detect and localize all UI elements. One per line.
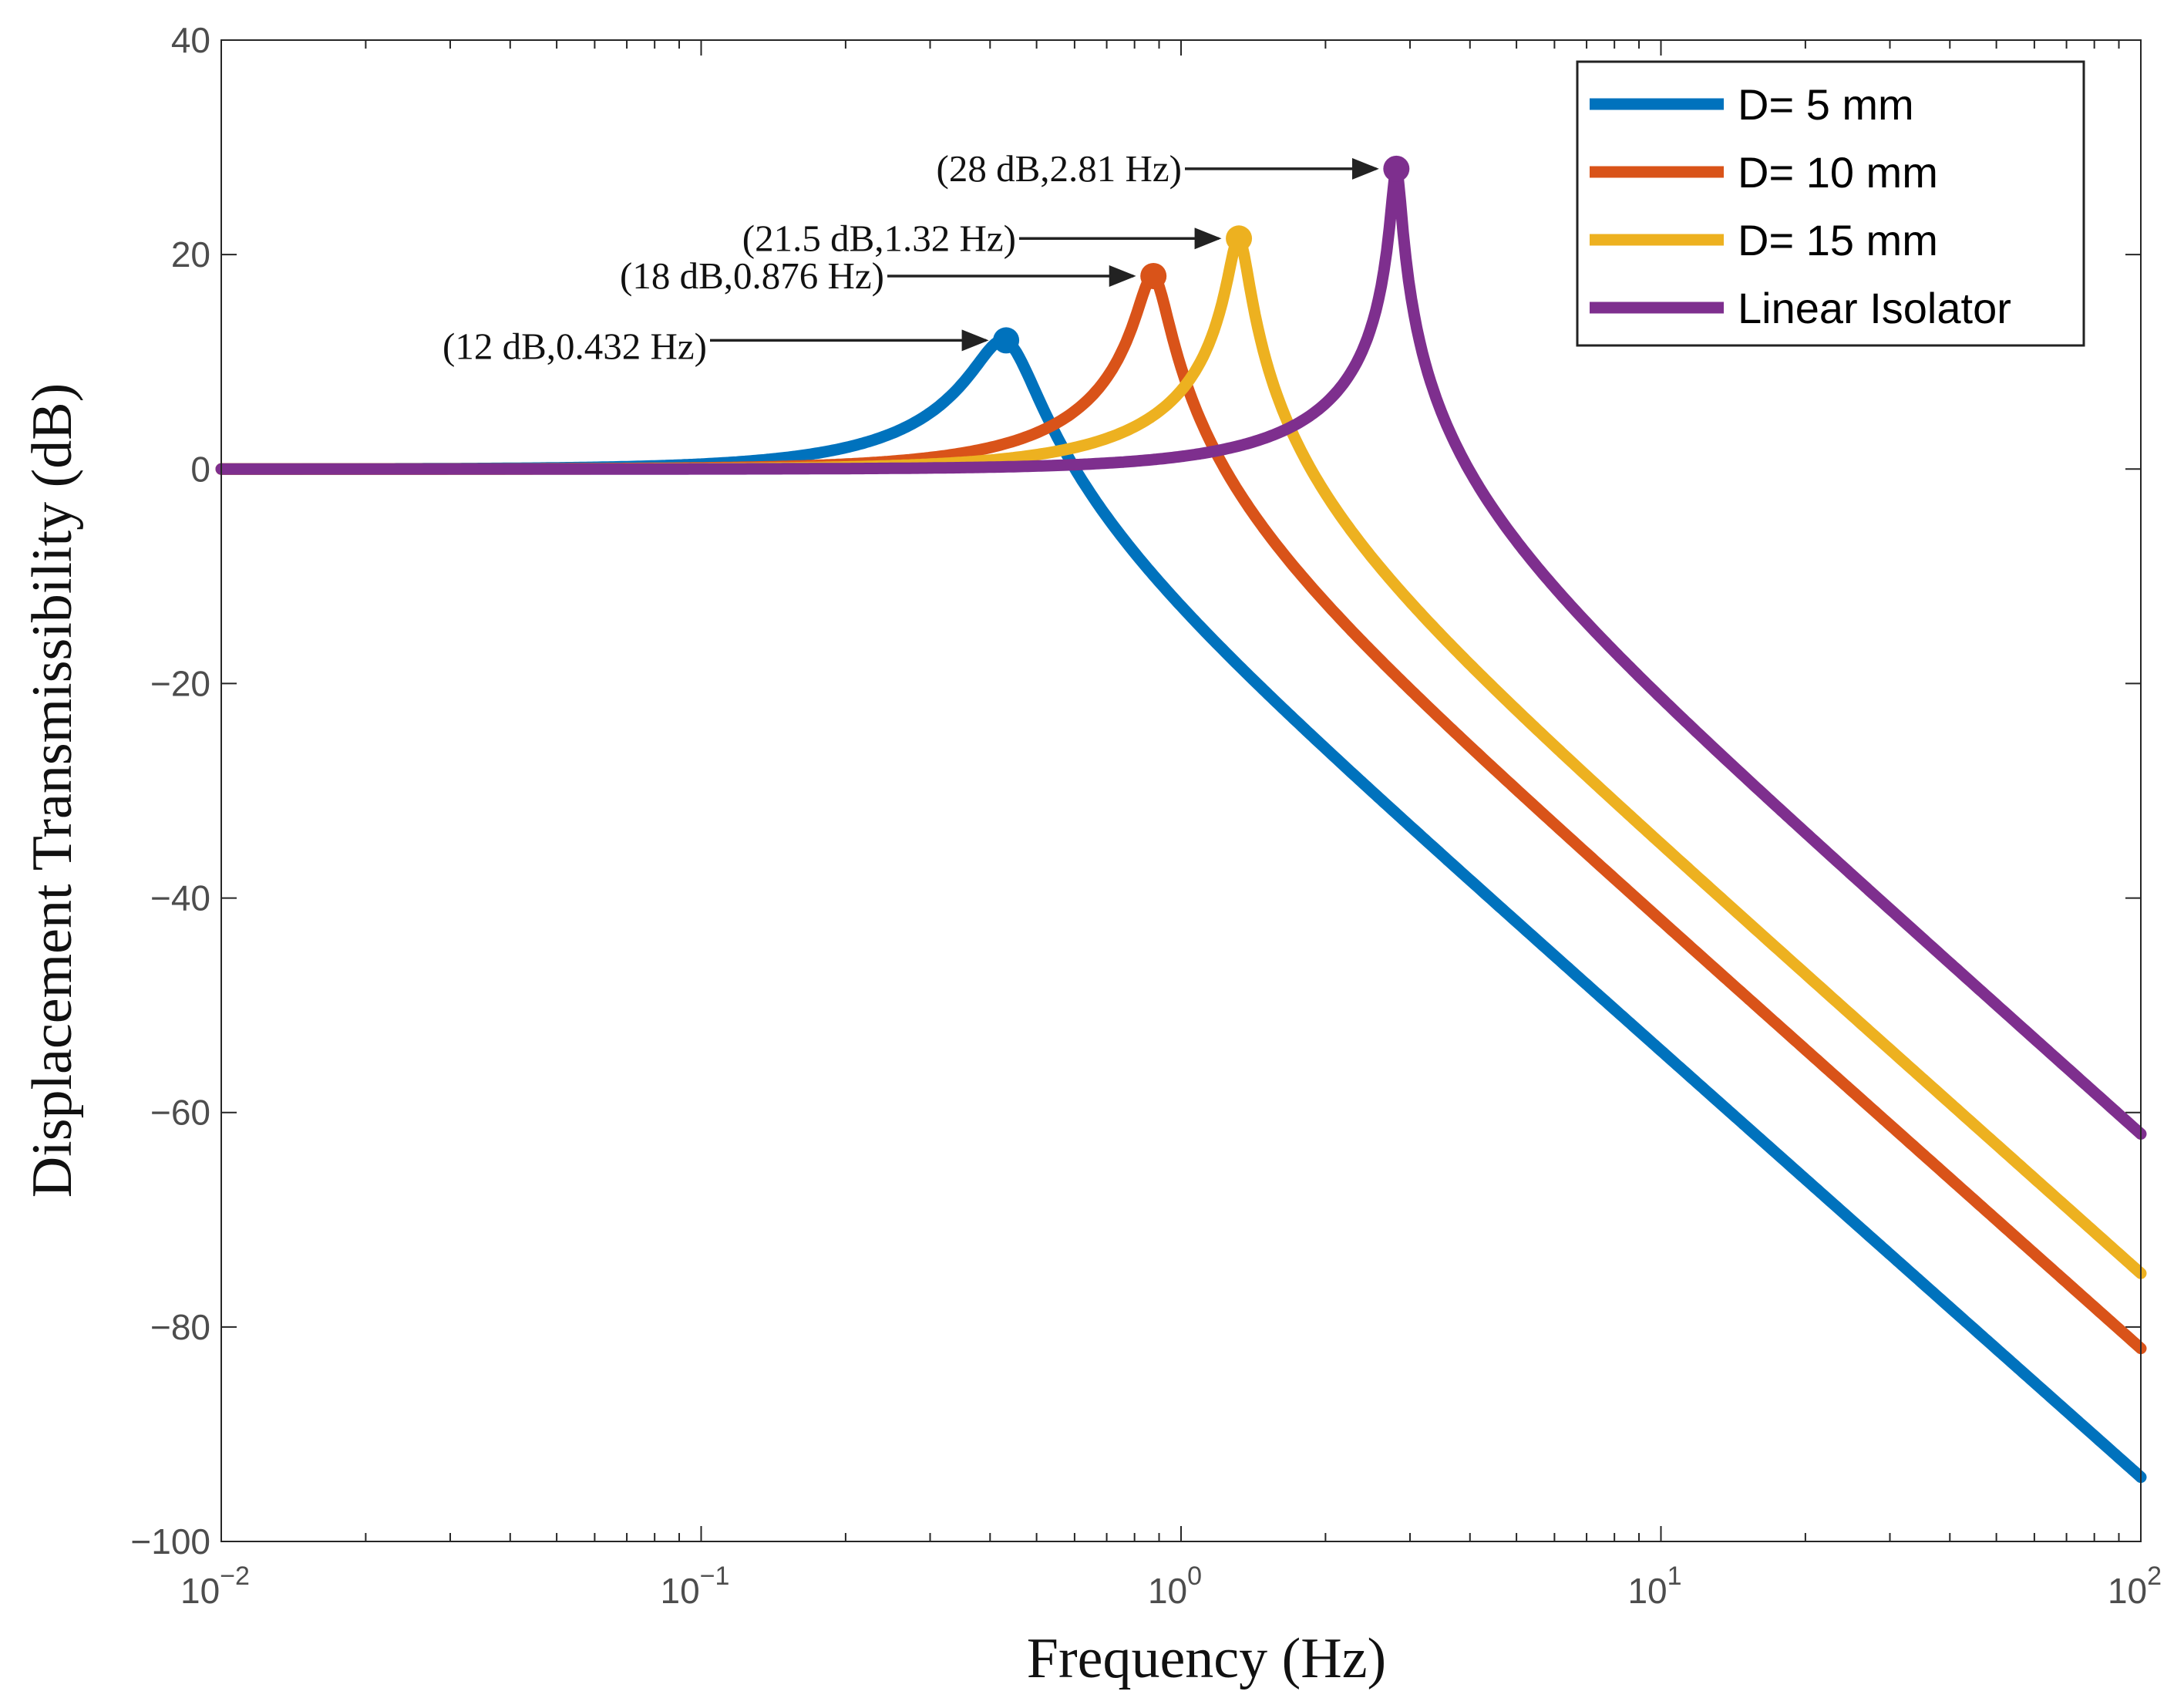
y-tick-label: 20 <box>171 234 210 275</box>
peak-markers <box>993 155 1410 354</box>
y-tick-label: −20 <box>150 663 210 703</box>
axis-ticks <box>220 39 2142 1542</box>
y-tick-label: −60 <box>150 1093 210 1133</box>
x-tick-label: 100 <box>1148 1562 1202 1611</box>
annotation-label-3: (21.5 dB,1.32 Hz) <box>742 217 1016 259</box>
legend-label-4: Linear Isolator <box>1738 284 2011 332</box>
legend: D= 5 mm D= 10 mm D= 15 mm Linear Isolator <box>1576 60 2085 347</box>
series-line-4 <box>215 167 2147 1140</box>
legend-label-2: D= 10 mm <box>1738 148 1938 197</box>
annotation-label-4: (28 dB,2.81 Hz) <box>937 147 1182 190</box>
x-tick-label: 102 <box>2108 1562 2162 1611</box>
plot-frame <box>220 39 2142 1542</box>
y-tick-label: −80 <box>150 1307 210 1347</box>
legend-label-3: D= 15 mm <box>1738 216 1938 264</box>
y-tick-label: 0 <box>190 449 210 489</box>
y-tick-label: −40 <box>150 878 210 918</box>
y-tick-label: −100 <box>130 1521 210 1562</box>
annotation-label-2: (18 dB,0.876 Hz) <box>620 254 884 297</box>
peak-marker-4 <box>1383 155 1410 182</box>
peak-annotations: (12 dB,0.432 Hz) (18 dB,0.876 Hz)(21.5 dB… <box>443 147 1379 367</box>
peak-marker-1 <box>993 327 1020 354</box>
peak-marker-2 <box>1140 262 1167 289</box>
legend-label-1: D= 5 mm <box>1738 80 1914 129</box>
y-tick-label: 40 <box>171 20 210 60</box>
series-curves <box>215 167 2147 1484</box>
y-axis-title: Displacement Transmissibility (dB) <box>21 383 84 1198</box>
x-tick-label: 10−2 <box>180 1562 250 1611</box>
x-tick-label: 101 <box>1627 1562 1681 1611</box>
x-axis-title: Frequency (Hz) <box>1027 1627 1386 1690</box>
peak-marker-3 <box>1226 225 1253 252</box>
x-tick-label: 10−1 <box>661 1562 730 1611</box>
annotation-label-1: (12 dB,0.432 Hz) <box>443 325 707 367</box>
